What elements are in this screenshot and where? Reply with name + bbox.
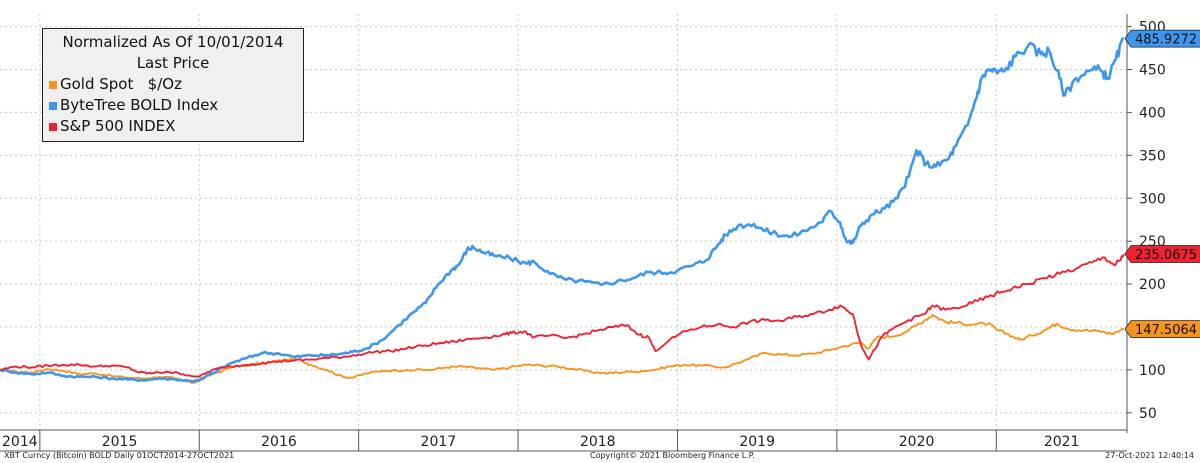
x-tick-label: 2019: [739, 434, 775, 450]
x-tick-label: 2015: [102, 434, 138, 450]
last-price-tag: [1124, 245, 1200, 263]
legend-swatch-gold: [49, 80, 57, 89]
legend-item-bold: ByteTree BOLD Index: [49, 95, 297, 116]
x-tick-label: 2021: [1044, 434, 1080, 450]
legend: Normalized As Of 10/01/2014 Last Price G…: [42, 28, 304, 142]
legend-label-spx: S&P 500 INDEX: [60, 117, 176, 135]
legend-title: Normalized As Of 10/01/2014: [62, 33, 284, 51]
footer-copyright: Copyright© 2021 Bloomberg Finance L.P.: [590, 451, 755, 460]
series-line: [0, 314, 1124, 384]
series-line: [0, 37, 1124, 383]
x-tick-label: 2020: [899, 434, 935, 450]
y-tick-label: 50: [1139, 406, 1157, 422]
y-tick-label: 300: [1139, 191, 1166, 207]
x-tick-label: 2016: [261, 434, 297, 450]
y-tick-label: 400: [1139, 105, 1166, 121]
legend-swatch-bold: [49, 101, 57, 110]
legend-swatch-spx: [49, 122, 57, 131]
series-lines: [0, 37, 1125, 384]
y-tick-label: 100: [1139, 363, 1166, 379]
legend-subtitle: Last Price: [136, 54, 210, 72]
last-price-label: 235.0675: [1135, 248, 1197, 263]
y-tick-label: 200: [1139, 277, 1166, 293]
grid-lines: [0, 14, 1127, 430]
last-price-tag: [1124, 29, 1200, 48]
last-price-tag: [1124, 320, 1200, 339]
y-tick-label: 450: [1139, 63, 1166, 79]
x-tick-label: 2017: [421, 434, 457, 450]
legend-item-gold: Gold Spot $/Oz: [49, 74, 297, 95]
series-line: [0, 253, 1125, 378]
x-tick-label: 2014: [2, 434, 38, 450]
footer-timestamp: 27-Oct-2021 12:40:14: [1105, 451, 1194, 460]
last-price-label: 147.5064: [1135, 323, 1197, 338]
y-tick-label: 350: [1139, 148, 1166, 164]
legend-item-spx: S&P 500 INDEX: [49, 116, 297, 137]
y-axis: 50100150200250300350400450500: [1126, 14, 1166, 433]
legend-label-gold: Gold Spot $/Oz: [60, 75, 182, 93]
x-tick-label: 2018: [580, 434, 616, 450]
x-axis: 2014 2015 2016 2017 2018 2019 2020 2021: [0, 429, 1127, 452]
footer-source: XBT Curncy (Bitcoin) BOLD Daily 01OCT201…: [4, 451, 235, 460]
legend-label-bold: ByteTree BOLD Index: [60, 96, 219, 114]
last-price-tags: 147.5064 485.9272 235.0675: [1124, 29, 1200, 339]
last-price-label: 485.9272: [1135, 33, 1197, 48]
